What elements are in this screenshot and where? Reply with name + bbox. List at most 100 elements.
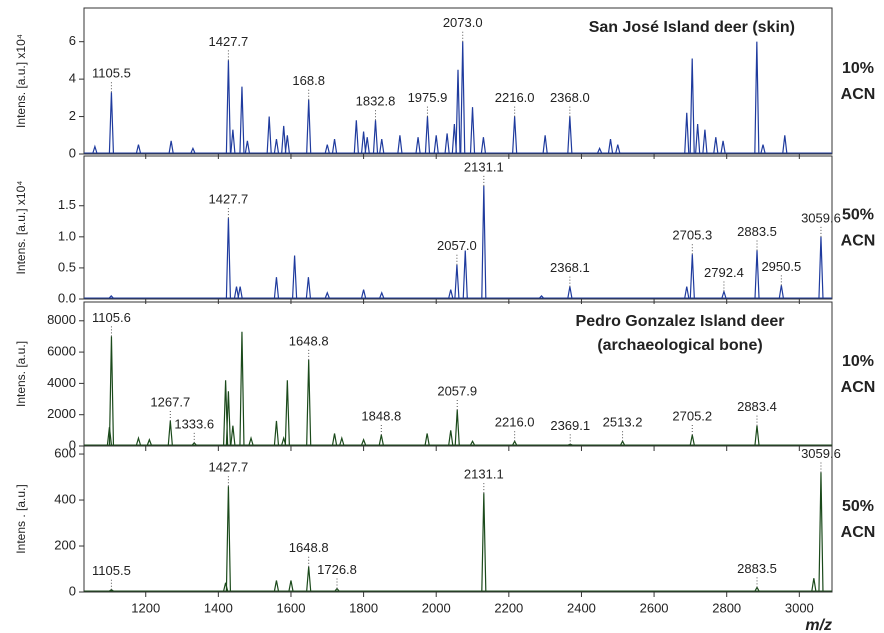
panel-title: (archaeological bone) xyxy=(597,337,762,354)
peak xyxy=(230,129,236,154)
peak-label: 2057.0 xyxy=(437,238,477,253)
x-tick-label: 3000 xyxy=(785,600,814,615)
peak-label: 1105.5 xyxy=(92,66,131,81)
peak xyxy=(615,144,621,154)
peak xyxy=(684,112,690,154)
peak-label: 2368.0 xyxy=(550,90,590,105)
peak-label: 1427.7 xyxy=(209,192,249,207)
peak xyxy=(448,430,454,446)
panel-frame xyxy=(83,155,833,300)
peak-label: 1848.8 xyxy=(361,408,401,423)
peak-label: 2705.2 xyxy=(672,408,712,423)
peak xyxy=(361,289,367,299)
peak xyxy=(760,144,766,154)
peak xyxy=(378,434,384,446)
peak-label: 2131.1 xyxy=(464,467,504,482)
peak xyxy=(811,578,817,592)
peak xyxy=(754,41,760,154)
side-label: ACN xyxy=(841,524,876,541)
peak xyxy=(424,433,430,446)
peak xyxy=(462,250,468,299)
peak xyxy=(607,138,614,154)
panel-frame xyxy=(83,7,833,155)
x-tick-label: 2200 xyxy=(494,600,523,615)
peak xyxy=(444,133,450,154)
peak xyxy=(397,135,403,154)
side-label: ACN xyxy=(841,86,876,103)
peak xyxy=(135,144,142,154)
peak-label: 2131.1 xyxy=(464,159,504,174)
peak xyxy=(481,493,487,592)
panel-frame xyxy=(83,445,833,593)
peak xyxy=(364,137,370,154)
peak xyxy=(361,438,367,446)
peak-label: 2883.5 xyxy=(737,224,777,239)
y-tick-label: 6000 xyxy=(47,344,76,359)
x-tick-label: 2800 xyxy=(712,600,741,615)
peak xyxy=(454,409,460,446)
peak xyxy=(305,277,311,299)
peak xyxy=(481,185,487,299)
peak xyxy=(512,116,518,154)
peak xyxy=(512,440,518,446)
peak xyxy=(225,60,232,154)
peak xyxy=(92,144,98,154)
peak xyxy=(108,92,115,154)
peak-label: 2950.5 xyxy=(761,259,801,274)
y-tick-label: 0.5 xyxy=(58,259,76,274)
peak xyxy=(331,433,338,446)
peak-label: 2368.1 xyxy=(550,260,590,275)
peak xyxy=(273,277,280,299)
peak xyxy=(720,140,726,154)
peak xyxy=(273,580,280,592)
peak xyxy=(689,254,695,299)
peak-label: 1832.8 xyxy=(356,94,396,109)
side-label: ACN xyxy=(841,233,876,250)
peak xyxy=(339,436,345,446)
y-tick-label: 0 xyxy=(69,437,76,452)
peak xyxy=(433,135,439,154)
peak-label: 2369.1 xyxy=(550,418,590,433)
peak-label: 2883.5 xyxy=(737,561,777,576)
side-label: 50% xyxy=(842,207,874,224)
peak xyxy=(281,125,287,154)
peak xyxy=(146,438,152,446)
peak-label: 2073.0 xyxy=(443,15,483,30)
peak xyxy=(469,440,476,446)
peak xyxy=(568,443,573,446)
peak xyxy=(353,120,359,154)
peak xyxy=(695,124,701,154)
y-tick-label: 8000 xyxy=(47,312,76,327)
peak xyxy=(721,289,727,299)
peak-label: 1427.7 xyxy=(209,34,249,49)
peak xyxy=(168,140,174,154)
peak xyxy=(448,289,454,299)
y-tick-label: 600 xyxy=(54,445,76,460)
peak xyxy=(689,434,695,446)
peak xyxy=(190,146,196,154)
peak-label: 1648.8 xyxy=(289,540,329,555)
peak xyxy=(306,359,312,446)
peak xyxy=(230,425,236,446)
peak-label: 1267.7 xyxy=(150,394,190,409)
y-tick-label: 400 xyxy=(54,491,76,506)
peak-label: 1975.9 xyxy=(408,90,448,105)
peak xyxy=(239,331,245,446)
x-axis-label: m/z xyxy=(805,617,832,633)
y-tick-label: 0.0 xyxy=(58,290,76,305)
side-label: ACN xyxy=(841,379,876,396)
peak xyxy=(567,286,573,299)
peak xyxy=(248,436,254,446)
peak xyxy=(713,137,719,154)
peak-label: 3059.6 xyxy=(801,210,841,225)
panel-title: San José Island deer (skin) xyxy=(589,19,795,36)
x-tick-label: 2400 xyxy=(567,600,596,615)
peak xyxy=(778,285,784,299)
peak xyxy=(225,391,232,446)
peak xyxy=(754,586,760,592)
x-tick-label: 2600 xyxy=(640,600,669,615)
peak-label: 2057.9 xyxy=(437,383,477,398)
peak-label: 2883.4 xyxy=(737,399,777,414)
peak xyxy=(597,146,603,154)
peak xyxy=(469,107,476,154)
